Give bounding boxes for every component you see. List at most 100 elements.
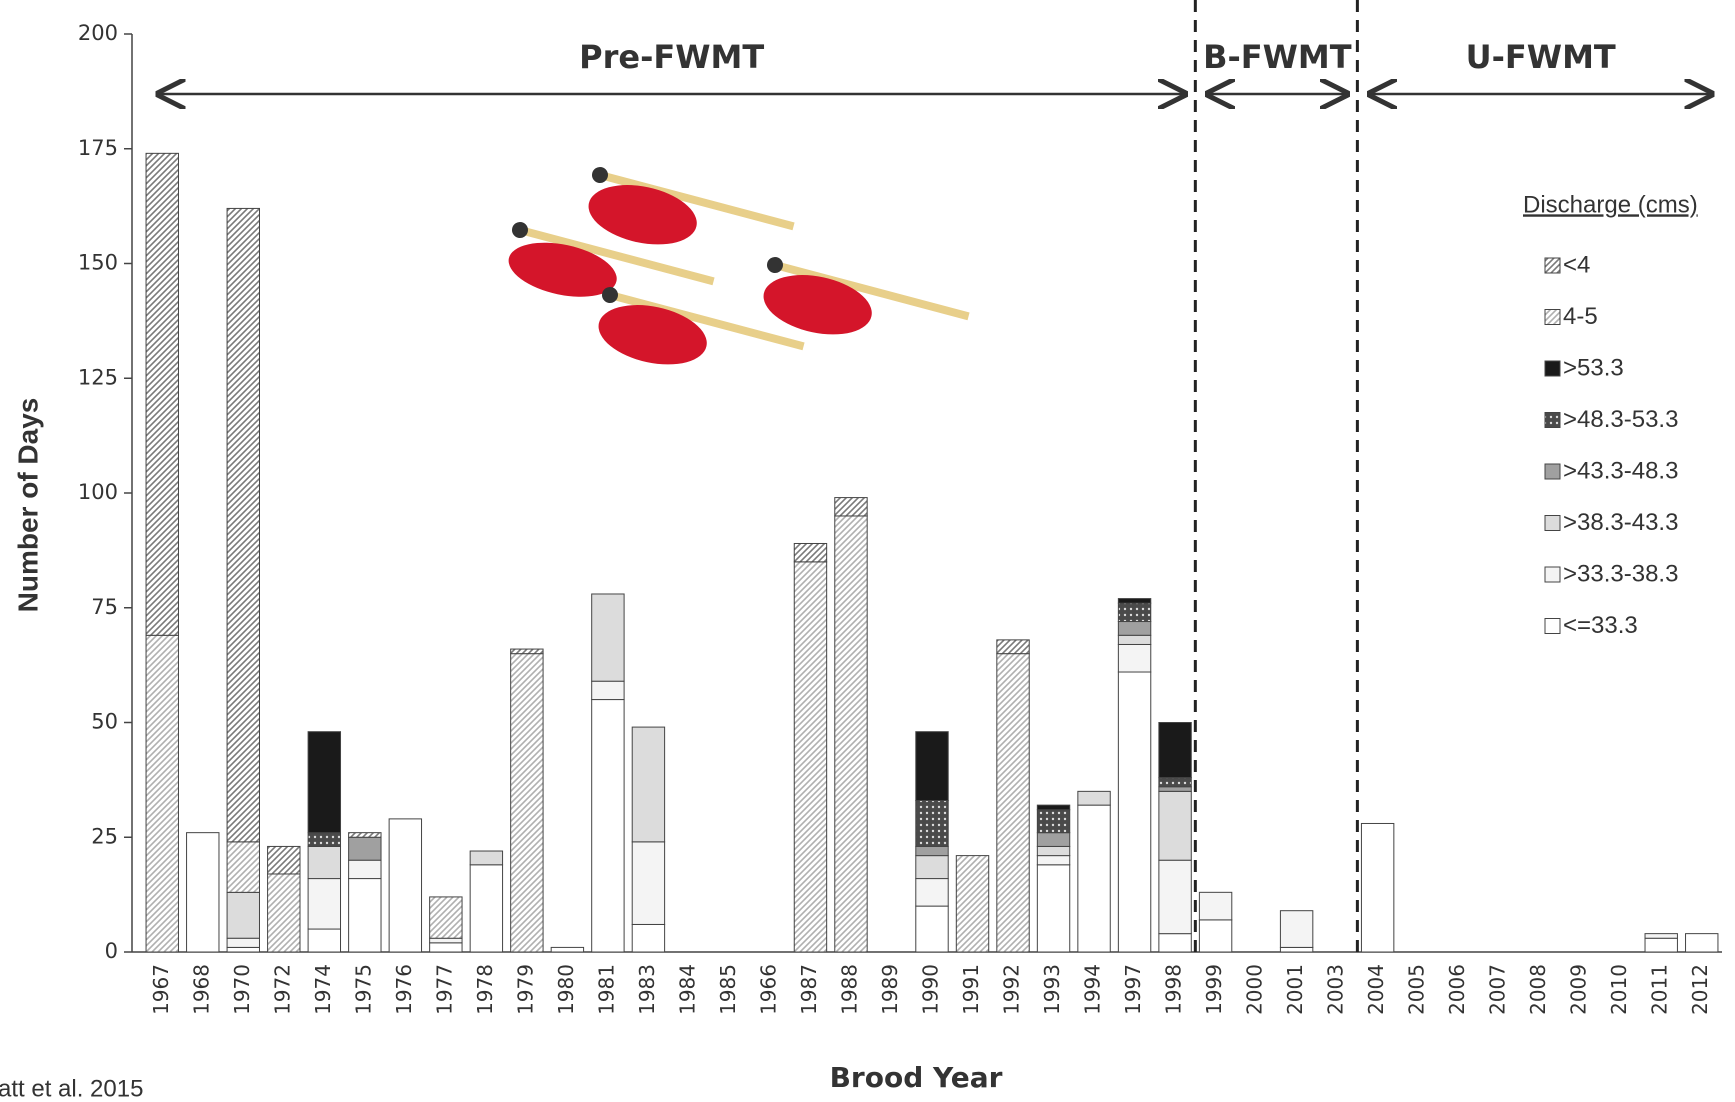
x-tick-label: 1990 (919, 964, 943, 1015)
x-tick-label: 2001 (1283, 964, 1307, 1015)
bar-segment (348, 836, 382, 861)
bar-segment (996, 639, 1030, 655)
bar-segment (1036, 832, 1071, 847)
bar-segment (1644, 933, 1678, 939)
fish-illustration (508, 167, 970, 365)
bar-segment (186, 832, 220, 953)
bar-segment (307, 928, 342, 953)
bar-segment (429, 896, 463, 939)
x-tick-label: 1967 (149, 964, 173, 1015)
bar-segment (1077, 790, 1111, 806)
bar-segment (307, 731, 342, 834)
bar-segment (1036, 804, 1071, 811)
bar-segment (834, 497, 868, 517)
bar-segment (307, 845, 342, 880)
x-tick-label: 1994 (1081, 964, 1105, 1015)
x-tick-label: 1972 (270, 964, 294, 1015)
bar-segment (915, 800, 949, 847)
legend-label: >33.3-38.3 (1563, 560, 1678, 587)
bar-segment (226, 946, 260, 953)
x-tick-label: 1976 (392, 964, 416, 1015)
bar-segment (1036, 864, 1071, 953)
x-tick-label: 1998 (1162, 964, 1186, 1015)
legend-swatch (1544, 463, 1561, 480)
bar-segment (1117, 634, 1152, 645)
x-tick-label: 1979 (513, 964, 537, 1015)
bar-segment (591, 593, 625, 682)
legend-swatch (1544, 360, 1561, 377)
bar-segment (915, 855, 949, 880)
legend-label: >43.3-48.3 (1563, 457, 1678, 484)
bar-segment (1077, 804, 1111, 953)
x-tick-label: 1985 (716, 964, 740, 1015)
x-tick-label: 2000 (1243, 964, 1267, 1015)
y-tick-label: 50 (91, 710, 118, 734)
bar-segment (429, 942, 463, 953)
bar-segment (1158, 933, 1192, 953)
x-tick-label: 2008 (1526, 964, 1550, 1015)
bar-segment (226, 937, 260, 948)
x-tick-label: 1977 (432, 964, 456, 1015)
bar-segment (1279, 910, 1314, 948)
legend-label: >48.3-53.3 (1563, 406, 1678, 433)
bar-segment (631, 923, 666, 953)
x-tick-label: 1981 (594, 964, 618, 1015)
y-tick-label: 150 (78, 251, 118, 275)
period-label: Pre-FWMT (579, 38, 764, 76)
bar-segment (226, 841, 260, 893)
x-tick-label: 2007 (1486, 964, 1510, 1015)
x-tick-label: 2003 (1324, 964, 1348, 1015)
bar-segment (591, 680, 625, 701)
bar-segment (996, 653, 1030, 953)
bar-segment (1158, 859, 1192, 935)
x-tick-label: 1980 (554, 964, 578, 1015)
bar-segment (429, 937, 463, 944)
bar-segment (1685, 933, 1719, 953)
legend-label: >38.3-43.3 (1563, 509, 1678, 536)
bar-segment (510, 648, 544, 655)
x-tick-label: 1966 (756, 964, 780, 1015)
y-tick-label: 100 (78, 480, 118, 504)
x-tick-label: 1991 (959, 964, 983, 1015)
bar-segment (469, 850, 504, 866)
x-tick-label: 1983 (635, 964, 659, 1015)
legend-swatch (1544, 412, 1561, 428)
x-tick-label: 1993 (1040, 964, 1064, 1015)
bar-segment (1117, 671, 1152, 953)
bar-segment (1158, 790, 1192, 861)
y-tick-label: 200 (78, 21, 118, 45)
x-tick-label: 1970 (230, 964, 254, 1015)
x-tick-label: 1988 (837, 964, 861, 1015)
bar-segment (915, 845, 949, 857)
x-tick-label: 2005 (1405, 964, 1429, 1015)
legend-swatch (1544, 618, 1561, 634)
bar-segment (834, 515, 868, 953)
y-tick-label: 0 (105, 939, 118, 963)
x-tick-label: 1987 (797, 964, 821, 1015)
bar-segment (793, 561, 828, 953)
legend-swatch (1544, 257, 1561, 274)
bar-segment (1036, 809, 1071, 834)
bar-segment (915, 878, 949, 907)
bar-segment (348, 832, 382, 838)
bar-segment (267, 845, 301, 875)
bar-segment (1036, 845, 1071, 857)
x-tick-label: 1992 (1000, 964, 1024, 1015)
source: att et al. 2015 (0, 1075, 143, 1098)
y-tick-label: 25 (91, 824, 118, 848)
bar-segment (469, 864, 504, 953)
x-tick-label: 1999 (1202, 964, 1226, 1015)
x-tick-label: 2010 (1607, 964, 1631, 1015)
bar-segment (631, 841, 666, 925)
bar-segment (1158, 786, 1192, 792)
x-tick-label: 1997 (1121, 964, 1145, 1015)
x-tick-label: 2004 (1364, 964, 1388, 1015)
bar-segment (955, 855, 990, 953)
bar-segment (145, 634, 179, 953)
bar-segment (591, 699, 625, 953)
x-axis-title: Brood Year (830, 1061, 1003, 1094)
x-tick-label: 1974 (311, 964, 335, 1015)
x-tick-label: 2011 (1648, 964, 1672, 1015)
bar-segment (1198, 891, 1233, 921)
